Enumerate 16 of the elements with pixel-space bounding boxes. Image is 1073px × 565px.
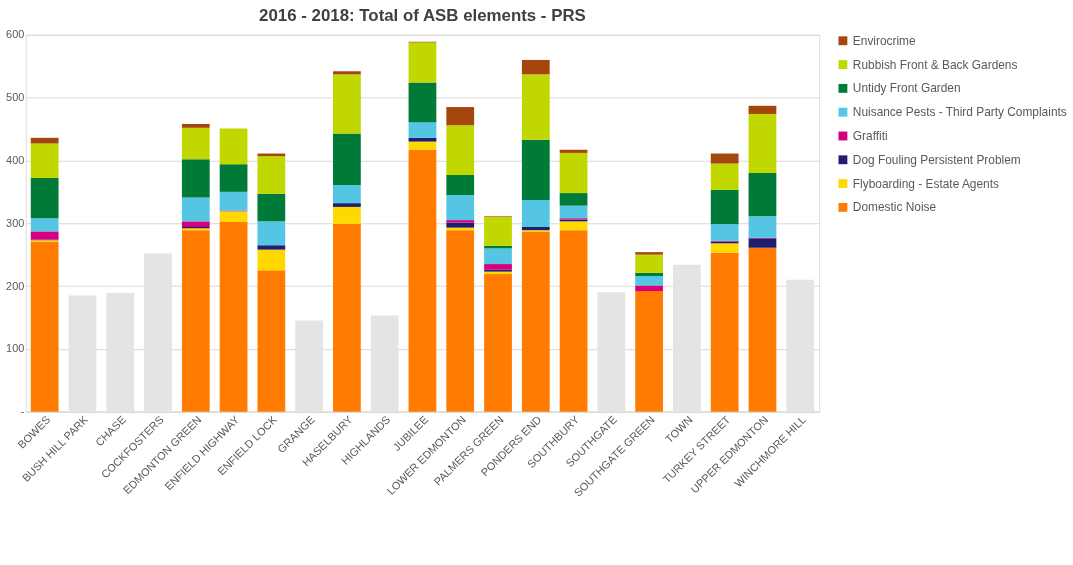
y-tick-label: -: [20, 405, 25, 418]
legend-label: Flyboarding - Estate Agents: [852, 176, 999, 191]
legend-label: Domestic Noise: [852, 200, 937, 215]
y-tick-label: 500: [6, 91, 25, 104]
legend-label: Rubbish Front & Back Gardens: [852, 57, 1018, 72]
chart-title: 2016 - 2018: Total of ASB elements - PRS: [259, 5, 586, 25]
y-tick-label: 200: [6, 279, 25, 292]
y-tick-label: 300: [6, 216, 25, 229]
y-tick-label: 600: [6, 28, 25, 41]
legend-label: Dog Fouling Persistent Problem: [852, 152, 1021, 167]
y-tick-label: 400: [6, 153, 25, 166]
legend-label: Graffiti: [852, 128, 888, 143]
legend-label: Envirocrime: [852, 33, 916, 48]
y-tick-label: 100: [6, 342, 25, 355]
legend-label: Untidy Front Garden: [852, 81, 961, 96]
legend-label: Nuisance Pests - Third Party Complaints: [852, 105, 1067, 120]
